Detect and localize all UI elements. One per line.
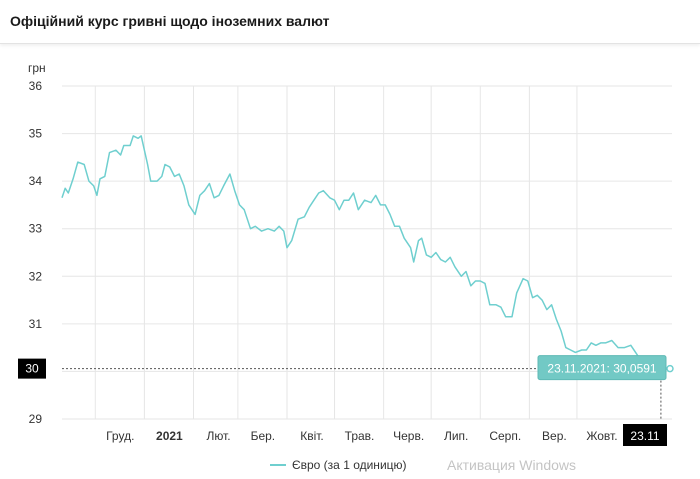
y-tick-label: 31 <box>29 317 43 331</box>
crosshair-y-label: 30 <box>25 362 39 376</box>
y-tick-label: 33 <box>29 222 43 236</box>
page-title: Офіційний курс гривні щодо іноземних вал… <box>10 13 330 29</box>
chart-header: Офіційний курс гривні щодо іноземних вал… <box>0 0 700 44</box>
x-tick-label: Трав. <box>345 429 375 443</box>
crosshair-y-label-box <box>18 358 46 379</box>
x-tick-label: Серп. <box>489 429 521 443</box>
euro-rate-line[interactable] <box>61 135 662 370</box>
tooltip-text: 23.11.2021: 30,0591 <box>547 362 657 376</box>
crosshair-x-label: 23.11 <box>630 429 659 443</box>
data-point-marker[interactable] <box>666 364 674 373</box>
windows-activation-watermark: Активация Windows <box>447 457 577 473</box>
y-tick-label: 35 <box>29 127 43 141</box>
x-tick-label: Вер. <box>542 429 567 443</box>
tooltip-box <box>537 355 667 381</box>
x-tick-label: Черв. <box>393 429 424 443</box>
crosshair-x-label-box <box>623 424 667 446</box>
x-tick-label: Квіт. <box>300 429 324 443</box>
x-tick-label: Лип. <box>444 429 468 443</box>
x-tick-label: Груд. <box>106 429 134 443</box>
x-tick-label: 2021 <box>156 429 183 443</box>
exchange-rate-chart[interactable]: грн 29 30 31 32 33 34 35 36 Груд. 2021 Лют. Бер. Квіт… <box>0 45 700 455</box>
y-tick-label: 29 <box>29 412 43 426</box>
legend-swatch <box>270 464 286 466</box>
y-tick-label: 34 <box>29 174 43 188</box>
y-tick-label: 32 <box>29 269 43 283</box>
y-axis-unit-label: грн <box>28 61 46 75</box>
x-tick-label: Бер. <box>251 429 276 443</box>
x-tick-label: Лют. <box>206 429 230 443</box>
y-tick-label: 36 <box>29 79 43 93</box>
chart-legend[interactable]: Євро (за 1 одиницю) <box>270 458 407 472</box>
legend-label: Євро (за 1 одиницю) <box>292 458 407 472</box>
x-tick-label: Жовт. <box>586 429 617 443</box>
